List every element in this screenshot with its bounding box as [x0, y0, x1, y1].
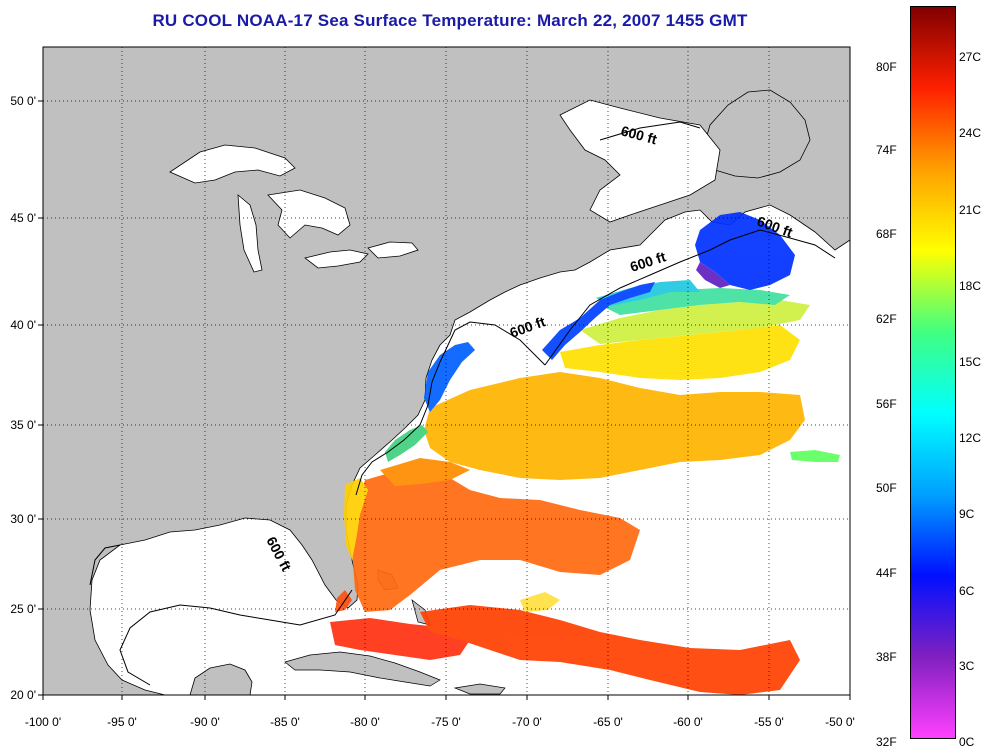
lat-tick-label: 35 0' — [10, 418, 36, 432]
map-title: RU COOL NOAA-17 Sea Surface Temperature:… — [152, 11, 748, 30]
colorbar-f-label: 32F — [876, 735, 897, 749]
lon-tick-label: -90 0' — [190, 715, 220, 729]
newfoundland-land — [699, 89, 811, 179]
lon-tick-label: -50 0' — [825, 715, 855, 729]
longitude-labels: -100 0' -95 0' -90 0' -85 0' -80 0' -75 … — [25, 715, 855, 729]
colorbar-f-label: 80F — [876, 60, 897, 74]
lon-tick-label: -60 0' — [673, 715, 703, 729]
tick-marks — [38, 100, 851, 700]
lat-tick-label: 45 0' — [10, 211, 36, 225]
gulf-st-lawrence — [559, 99, 721, 223]
colorbar-f-label: 74F — [876, 143, 897, 157]
lon-tick-label: -85 0' — [270, 715, 300, 729]
lon-tick-label: -95 0' — [107, 715, 137, 729]
lat-tick-label: 50 0' — [10, 94, 36, 108]
colorbar-c-label: 6C — [959, 584, 975, 598]
colorbar-f-label: 50F — [876, 481, 897, 495]
colorbar-c-label: 0C — [959, 735, 975, 749]
lat-tick-label: 30 0' — [10, 512, 36, 526]
lat-tick-label: 20 0' — [10, 688, 36, 702]
latitude-labels: 50 0' 45 0' 40 0' 35 0' 30 0' 25 0' 20 0… — [10, 94, 36, 702]
colorbar-c-label: 18C — [959, 279, 982, 293]
colorbar-c-label: 15C — [959, 355, 982, 369]
temperature-colorbar — [910, 6, 956, 739]
colorbar-c-label: 27C — [959, 50, 982, 64]
colorbar-c-label: 9C — [959, 507, 975, 521]
colorbar-c-label: 12C — [959, 431, 982, 445]
colorbar-c-label: 21C — [959, 203, 982, 217]
colorbar-f-label: 38F — [876, 650, 897, 664]
colorbar-c-label: 3C — [959, 659, 975, 673]
colorbar-f-label: 44F — [876, 566, 897, 580]
lon-tick-label: -80 0' — [350, 715, 380, 729]
colorbar-f-label: 62F — [876, 312, 897, 326]
sst-data — [330, 212, 840, 695]
colorbar-f-label: 68F — [876, 227, 897, 241]
colorbar-c-label: 24C — [959, 126, 982, 140]
great-lakes — [169, 144, 419, 273]
isobath-contours — [89, 121, 836, 686]
lat-tick-label: 40 0' — [10, 318, 36, 332]
lon-tick-label: -75 0' — [431, 715, 461, 729]
lat-tick-label: 25 0' — [10, 602, 36, 616]
colorbar-f-label: 56F — [876, 397, 897, 411]
lon-tick-label: -55 0' — [754, 715, 784, 729]
yucatan-land — [189, 663, 253, 695]
lat-lon-grid — [43, 47, 850, 695]
lon-tick-label: -100 0' — [25, 715, 61, 729]
lon-tick-label: -65 0' — [593, 715, 623, 729]
lon-tick-label: -70 0' — [512, 715, 542, 729]
